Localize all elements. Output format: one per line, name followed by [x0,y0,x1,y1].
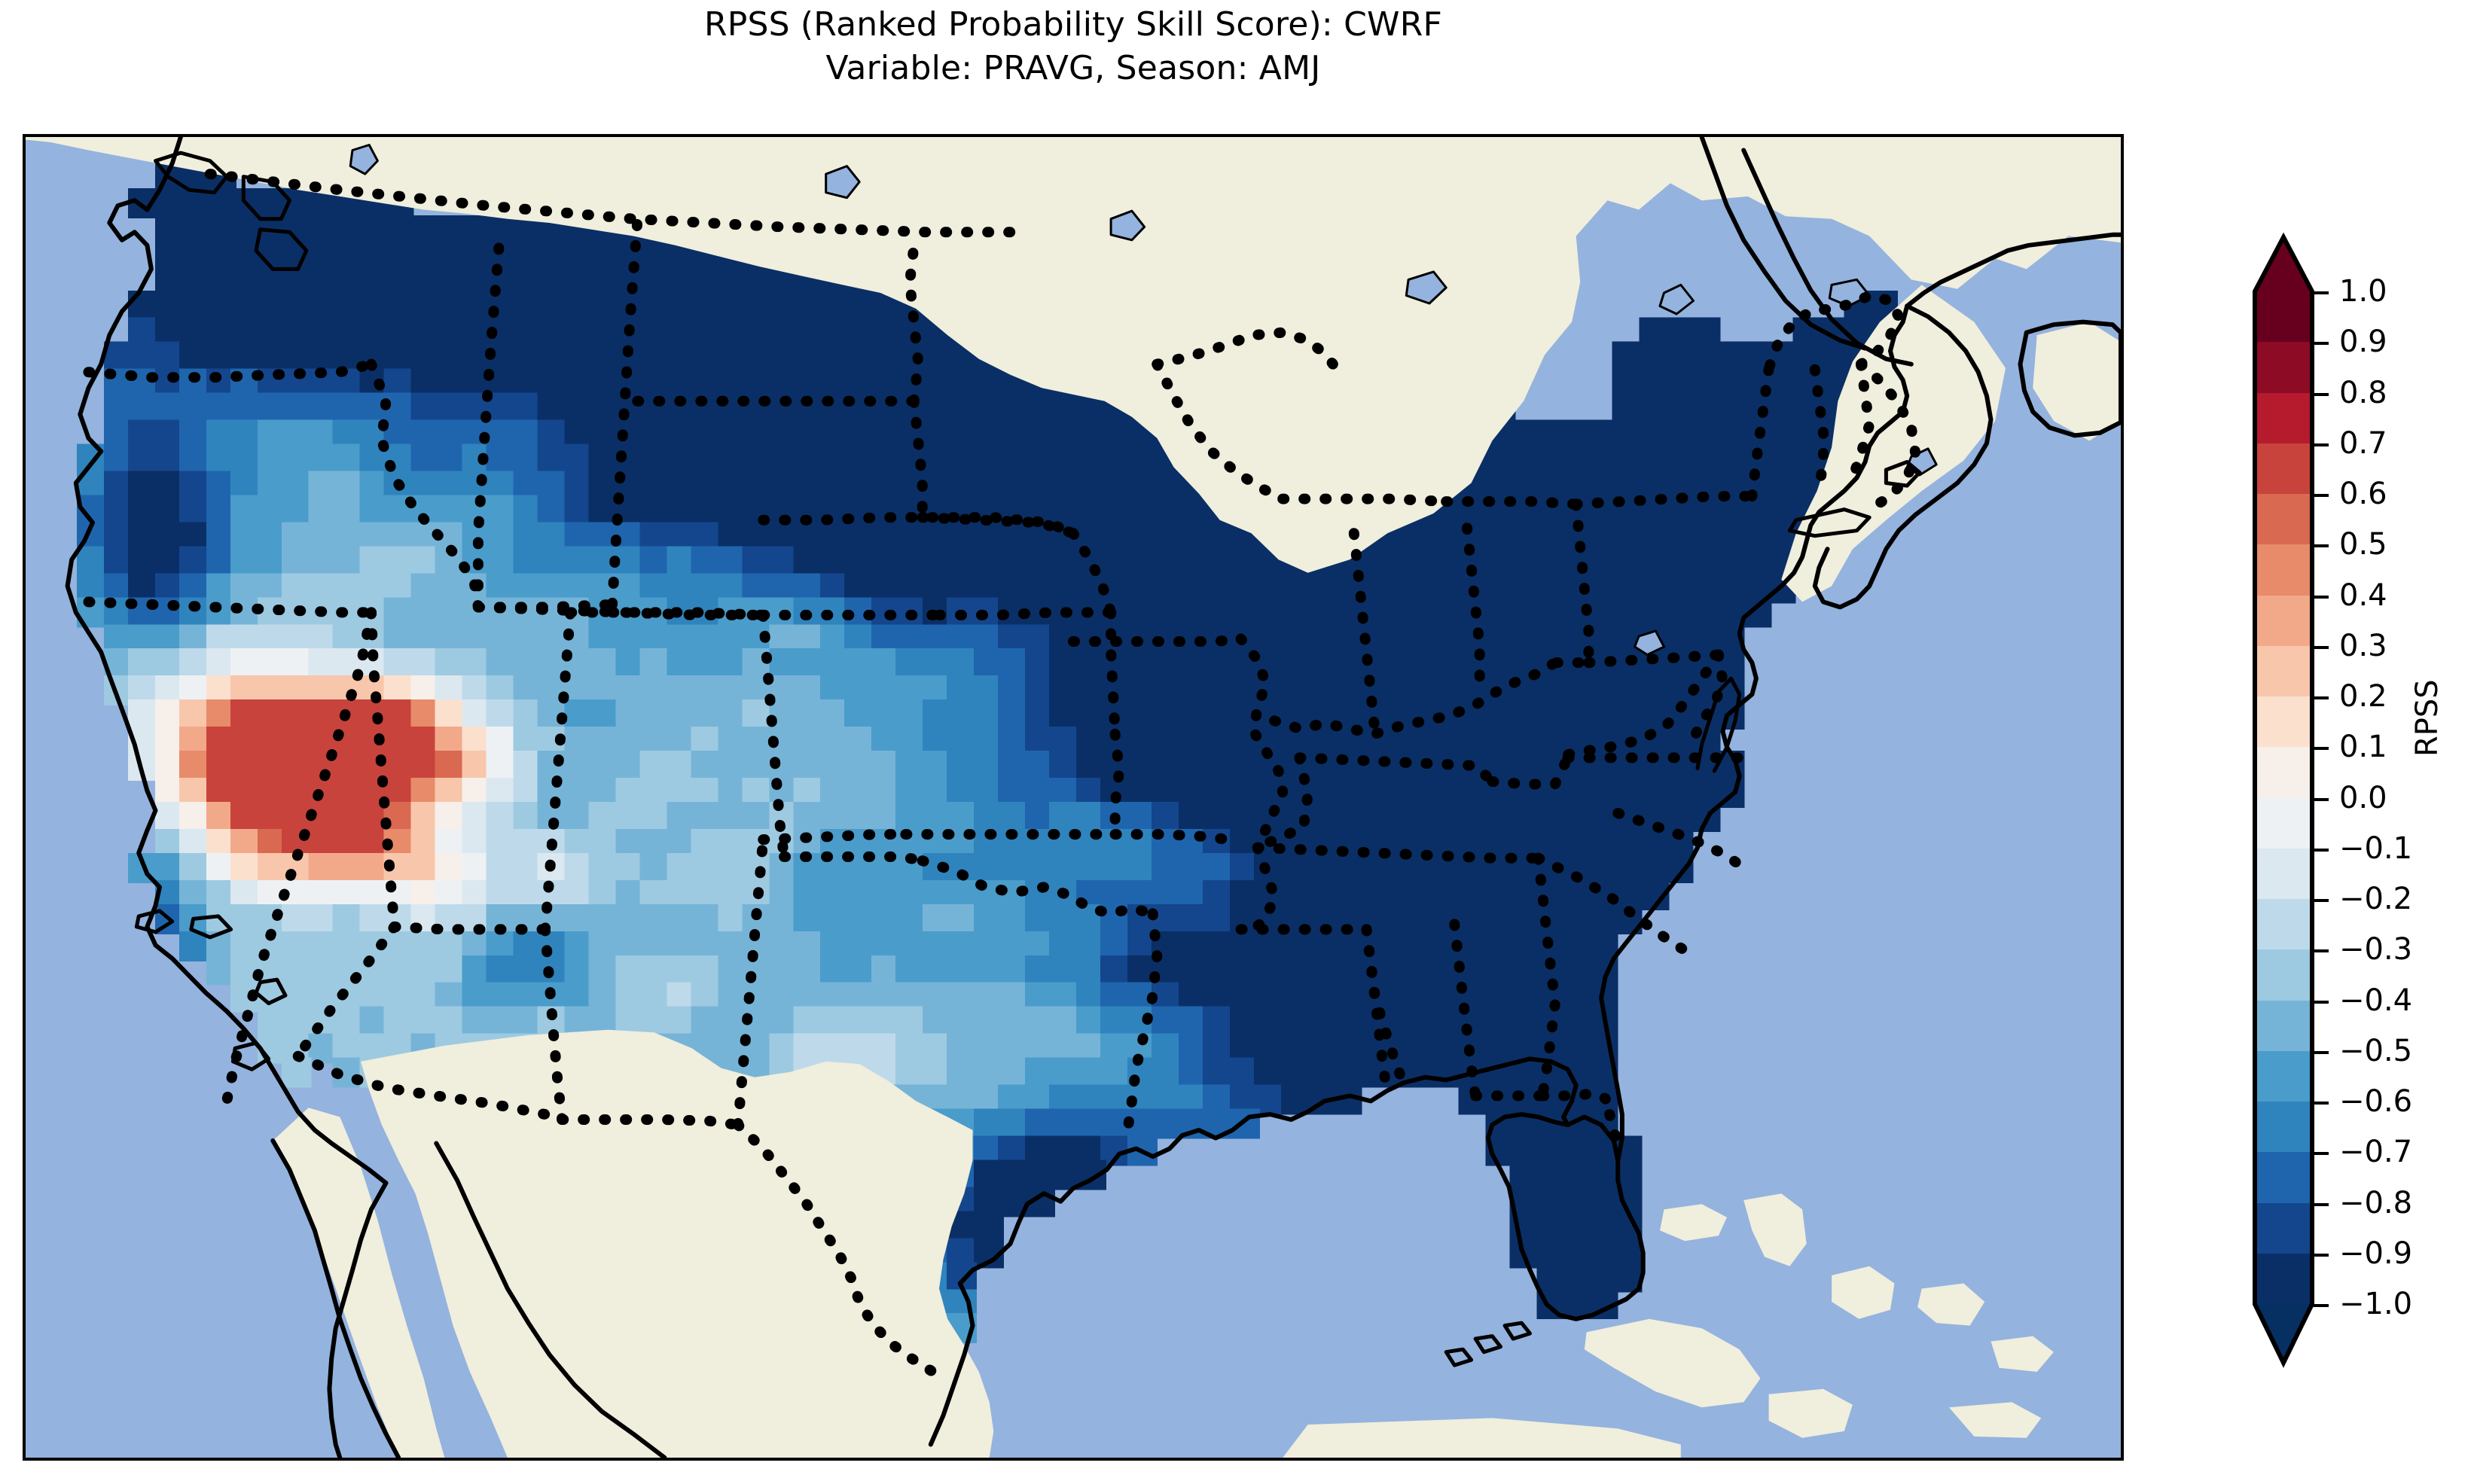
colorbar-tick-label: −0.2 [2339,882,2413,916]
colorbar-tick-label: −0.5 [2339,1033,2413,1068]
colorbar-tick-label: 0.5 [2339,527,2387,562]
colorbar-tick-label: 0.8 [2339,375,2387,410]
colorbar-extend-arrow [2255,237,2312,291]
colorbar-band [2255,494,2312,545]
colorbar-band [2255,899,2312,950]
map-axes [23,134,2124,1461]
colorbar-extend-arrow [2255,1304,2312,1363]
colorbar-tick-mark [2312,899,2329,902]
colorbar-band [2255,1050,2312,1102]
colorbar-tick-label: −0.6 [2339,1084,2413,1119]
colorbar-band [2255,595,2312,647]
colorbar-tick-mark [2312,342,2329,346]
colorbar-tick-mark [2312,1050,2329,1054]
colorbar-tick-mark [2312,291,2329,294]
colorbar-tick-mark [2312,1202,2329,1206]
colorbar-bands [2255,291,2312,1305]
colorbar-tick-label: 0.0 [2339,780,2387,815]
colorbar-tick-mark [2312,1304,2329,1307]
colorbar-band [2255,443,2312,495]
colorbar-tick-label: 0.2 [2339,679,2387,714]
colorbar-tick-mark [2312,595,2329,599]
colorbar-axis-label: RPSS [2410,679,2445,757]
chart-title: RPSS (Ranked Probability Skill Score): C… [0,3,2146,90]
colorbar-tick-mark [2312,1000,2329,1004]
title-line-1: RPSS (Ranked Probability Skill Score): C… [703,5,1443,44]
colorbar-band [2255,645,2312,697]
title-line-2: Variable: PRAVG, Season: AMJ [825,49,1321,87]
colorbar-band [2255,544,2312,596]
colorbar-tick-label: 0.7 [2339,425,2387,461]
land-polygons [26,137,2121,1458]
colorbar-tick-mark [2312,392,2329,396]
map-clip [26,137,2121,1458]
colorbar-tick-label: 1.0 [2339,274,2387,309]
colorbar-tick-mark [2312,494,2329,497]
colorbar-tick-mark [2312,1152,2329,1156]
colorbar-tick-mark [2312,848,2329,852]
colorbar: 1.0 0.9 0.8 0.7 0.6 0.5 0.4 0.3 0.2 0.1 0.0 −0.1 −0.… [2253,232,2473,1368]
colorbar-tick-mark [2312,1253,2329,1257]
colorbar-tick-mark [2312,696,2329,699]
colorbar-band [2255,392,2312,444]
coastlines [65,137,2121,1458]
colorbar-band [2255,1253,2312,1305]
colorbar-tick-mark [2312,443,2329,446]
colorbar-tick-mark [2312,645,2329,649]
colorbar-band [2255,342,2312,394]
colorbar-tick-mark [2312,797,2329,801]
colorbar-tick-label: 0.3 [2339,628,2387,663]
colorbar-tick-mark [2312,747,2329,751]
colorbar-band [2255,696,2312,748]
map-geography-layer [26,137,2121,1458]
colorbar-tick-label: −0.9 [2339,1236,2413,1271]
colorbar-band [2255,1152,2312,1204]
colorbar-border [2253,232,2314,1368]
colorbar-tick-mark [2312,1102,2329,1105]
colorbar-tick-label: 0.9 [2339,325,2387,360]
colorbar-tick-label: −0.4 [2339,983,2413,1018]
colorbar-band [2255,747,2312,799]
colorbar-tick-label: 0.6 [2339,477,2387,511]
colorbar-band [2255,797,2312,849]
colorbar-band [2255,848,2312,900]
colorbar-tick-mark [2312,544,2329,548]
colorbar-tick-label: −0.8 [2339,1185,2413,1220]
colorbar-tick-label: −0.1 [2339,830,2413,866]
colorbar-tick-label: −1.0 [2339,1287,2413,1321]
state-borders [83,169,1921,1382]
colorbar-band [2255,1000,2312,1052]
colorbar-tick-label: 0.1 [2339,730,2387,765]
colorbar-band [2255,291,2312,343]
colorbar-band [2255,1202,2312,1254]
colorbar-tick-label: −0.7 [2339,1135,2413,1170]
colorbar-band [2255,1102,2312,1153]
colorbar-band [2255,949,2312,1001]
colorbar-tick-label: −0.3 [2339,932,2413,967]
colorbar-tick-label: 0.4 [2339,577,2387,613]
colorbar-tick-mark [2312,949,2329,953]
